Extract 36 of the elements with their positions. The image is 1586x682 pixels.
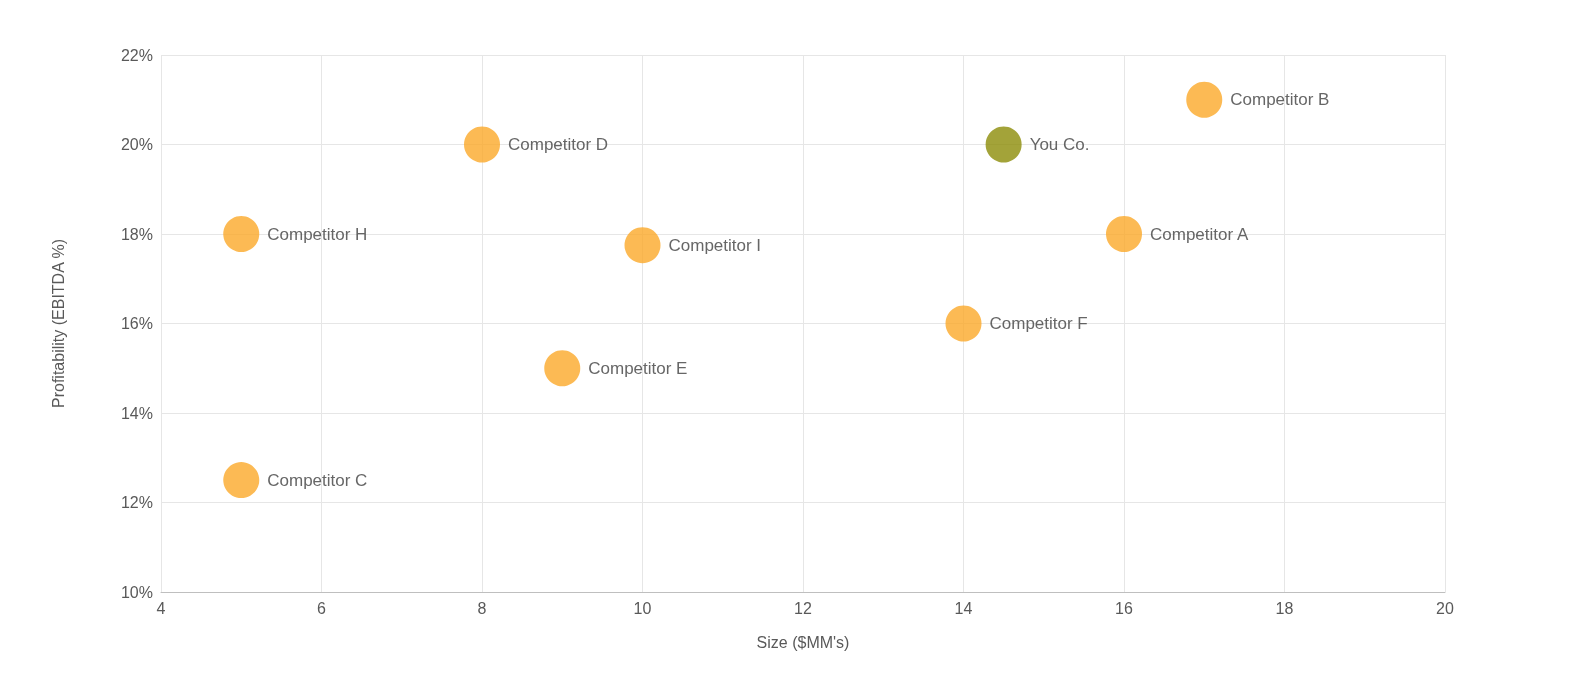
series-label: Competitor F xyxy=(989,314,1088,333)
x-tick-label: 20 xyxy=(1436,599,1454,617)
x-tick-label: 16 xyxy=(1115,599,1133,617)
point xyxy=(1106,216,1142,252)
y-tick-label: 12% xyxy=(120,494,153,511)
x-tick-label: 6 xyxy=(317,599,327,617)
point xyxy=(223,462,260,499)
series-label: Competitor A xyxy=(1150,224,1249,244)
x-tick-label: 4 xyxy=(156,599,166,617)
y-tick-label: 10% xyxy=(120,583,153,601)
point xyxy=(1186,81,1223,118)
point xyxy=(624,227,661,264)
point xyxy=(223,216,260,252)
point xyxy=(544,350,581,387)
x-axis-title: Size ($MM's) xyxy=(756,633,850,651)
series-label: Competitor C xyxy=(267,470,368,490)
series-label: Competitor E xyxy=(588,358,688,378)
x-tick-label: 18 xyxy=(1275,599,1294,617)
y-tick-label: 16% xyxy=(120,315,153,332)
y-tick-label: 18% xyxy=(120,225,153,243)
y-tick-label: 22% xyxy=(120,46,153,64)
series-label: Competitor H xyxy=(267,224,368,244)
series-label: Competitor I xyxy=(668,235,762,255)
x-tick-label: 14 xyxy=(954,599,973,617)
series-label: Competitor B xyxy=(1230,90,1330,110)
point xyxy=(945,305,982,342)
point xyxy=(464,126,500,163)
y-tick-label: 14% xyxy=(120,404,153,422)
y-tick-label: 20% xyxy=(120,136,153,153)
series-label: Competitor D xyxy=(508,135,609,154)
y-axis-title: Profitability (EBITDA %) xyxy=(49,239,67,408)
x-tick-label: 10 xyxy=(633,599,652,617)
point xyxy=(985,126,1022,163)
x-tick-label: 8 xyxy=(477,599,487,617)
x-tick-label: 12 xyxy=(794,599,812,617)
series-label: You Co. xyxy=(1029,135,1090,154)
